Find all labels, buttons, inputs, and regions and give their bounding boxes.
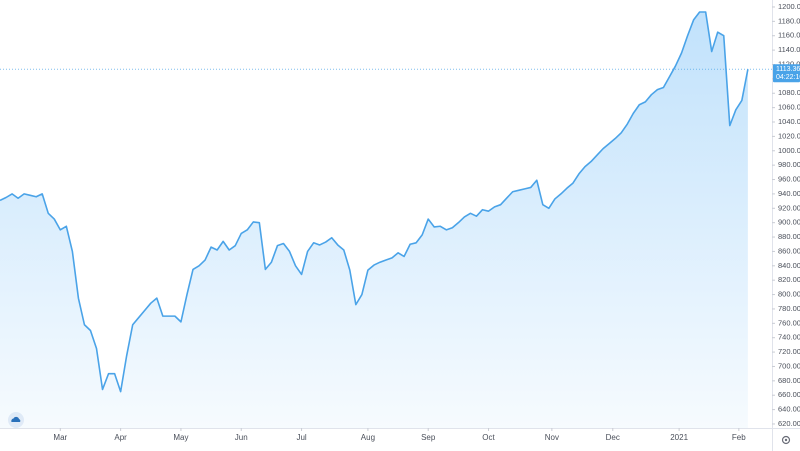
last-price-label: 1113.36: [776, 66, 800, 73]
y-tick-label: 660.00: [778, 390, 800, 399]
y-tick-label: 740.00: [778, 333, 800, 342]
y-tick-label: 980.00: [778, 160, 800, 169]
settings-hub: [784, 438, 788, 442]
y-tick-label: 620.00: [778, 419, 800, 428]
x-tick-label: Aug: [361, 433, 375, 442]
y-tick-label: 1040.00: [778, 117, 800, 126]
y-tick-label: 1120.00: [778, 59, 800, 68]
y-tick-label: 820.00: [778, 275, 800, 284]
x-tick-label: Oct: [482, 433, 495, 442]
y-tick-label: 940.00: [778, 189, 800, 198]
x-tick-label: Apr: [114, 433, 127, 442]
y-tick-label: 1060.00: [778, 103, 800, 112]
y-tick-label: 1140.00: [778, 45, 800, 54]
settings-gear: [781, 435, 791, 445]
y-tick-label: 840.00: [778, 261, 800, 270]
y-tick-label: 1200.00: [778, 2, 800, 11]
y-tick-label: 1180.00: [778, 16, 800, 25]
y-tick-label: 1000.00: [778, 146, 800, 155]
x-tick-label: Jun: [235, 433, 248, 442]
y-tick-label: 1080.00: [778, 88, 800, 97]
price-line: [0, 11, 749, 393]
countdown-label: 04:22:10: [776, 74, 800, 81]
y-tick-label: 860.00: [778, 246, 800, 255]
y-tick-label: 700.00: [778, 361, 800, 370]
y-tick-label: 1020.00: [778, 131, 800, 140]
y-tick-label: 680.00: [778, 376, 800, 385]
area-fill: [0, 12, 748, 428]
y-tick-label: 880.00: [778, 232, 800, 241]
y-tick-label: 760.00: [778, 318, 800, 327]
y-tick-label: 900.00: [778, 218, 800, 227]
x-tick-label: Feb: [732, 433, 746, 442]
y-tick-label: 960.00: [778, 175, 800, 184]
y-tick-label: 1160.00: [778, 31, 800, 40]
x-tick-label: Jul: [296, 433, 306, 442]
y-tick-label: 920.00: [778, 203, 800, 212]
x-tick-label: Sep: [421, 433, 436, 442]
y-tick-label: 780.00: [778, 304, 800, 313]
y-tick-label: 800.00: [778, 290, 800, 299]
x-tick-label: Dec: [606, 433, 620, 442]
x-tick-label: Nov: [545, 433, 559, 442]
settings-button[interactable]: [781, 435, 791, 445]
y-tick-label: 640.00: [778, 405, 800, 414]
x-tick-label: May: [173, 433, 188, 442]
x-tick-label: 2021: [670, 433, 688, 442]
x-tick-label: Mar: [53, 433, 67, 442]
y-tick-label: 720.00: [778, 347, 800, 356]
last-price-box: [773, 64, 800, 83]
